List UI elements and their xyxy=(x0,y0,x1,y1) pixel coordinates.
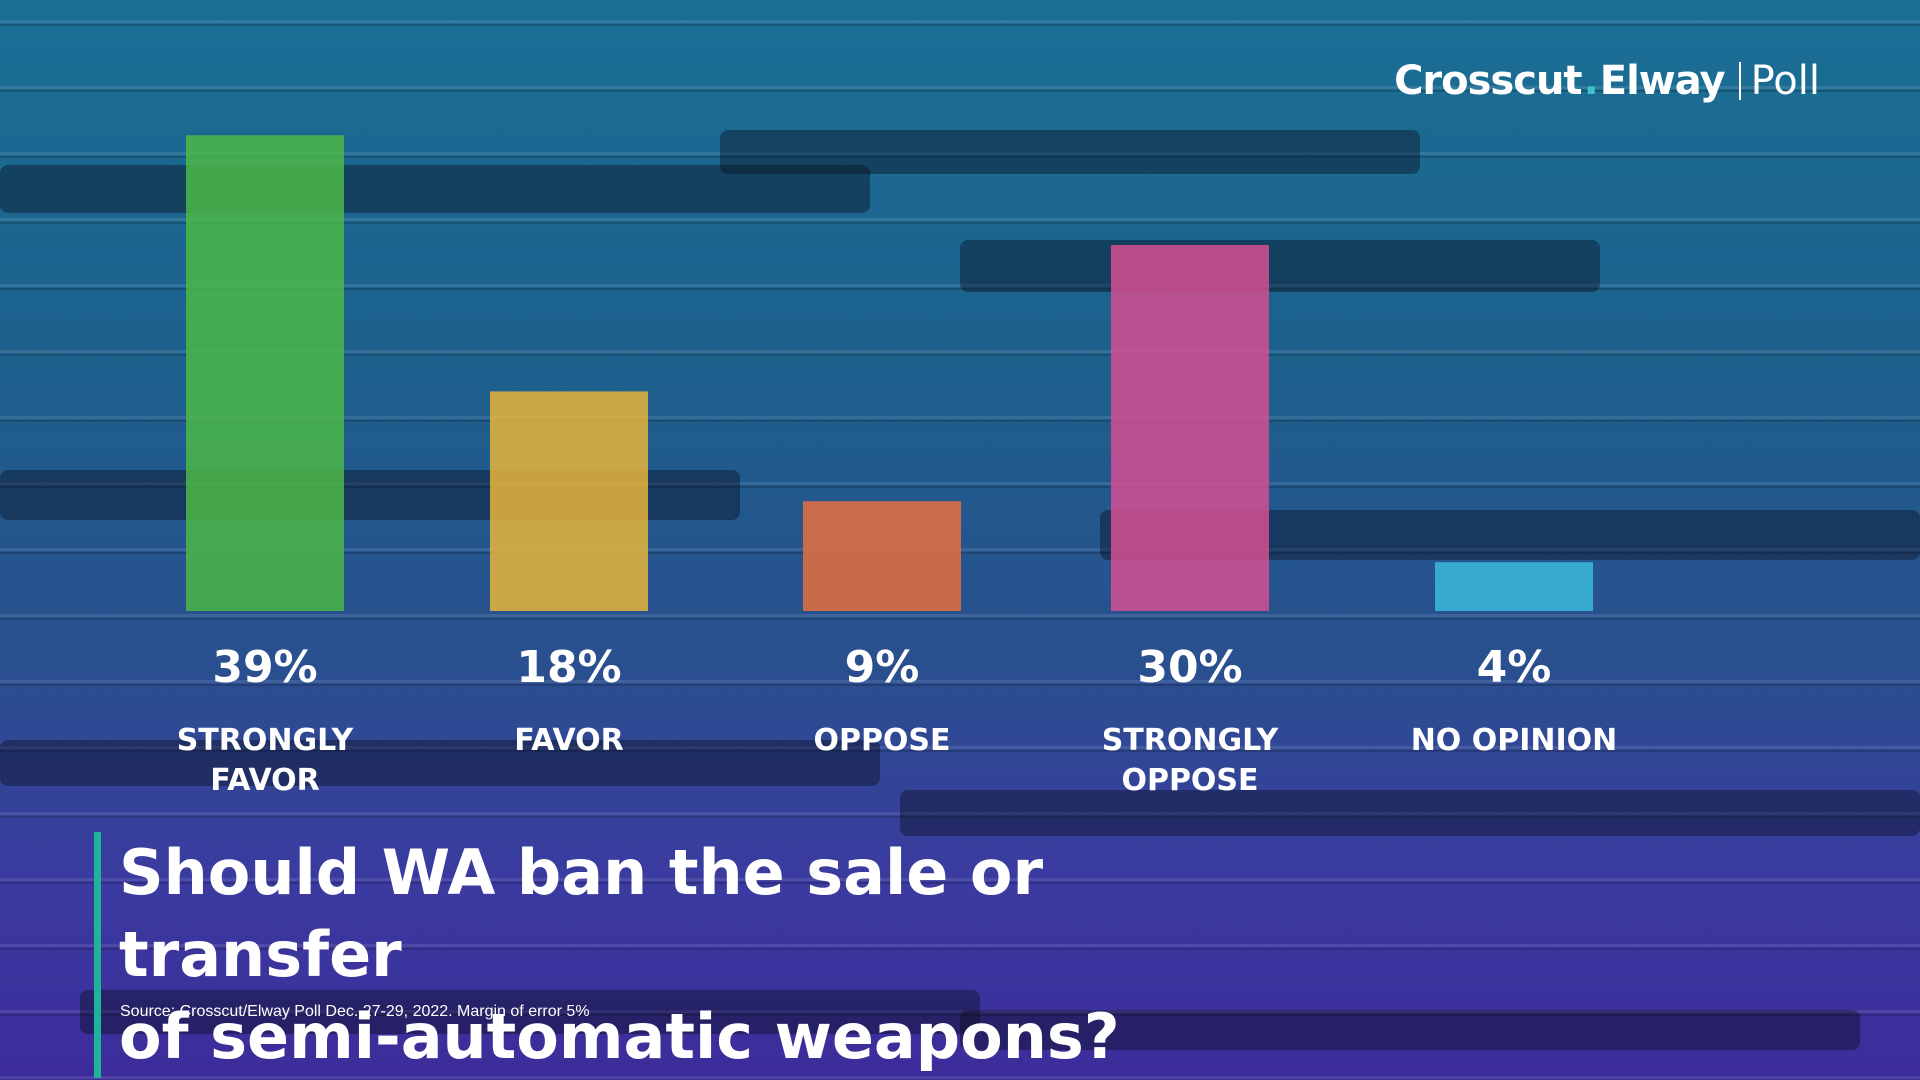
bar-0 xyxy=(186,135,344,611)
category-label-4-0: NO OPINION xyxy=(1411,723,1618,758)
question-line-2: of semi-automatic weapons? xyxy=(119,1000,1120,1073)
category-label-3-1: OPPOSE xyxy=(1121,763,1258,798)
source-note: Source: Crosscut/Elway Poll Dec. 27-29, … xyxy=(120,1003,590,1020)
question-line-1: Should WA ban the sale or transfer xyxy=(119,836,1044,991)
brand-separator xyxy=(1738,62,1741,100)
value-label-1: 18% xyxy=(516,642,621,693)
category-label-0-0: STRONGLY xyxy=(177,723,355,758)
category-label-1-0: FAVOR xyxy=(514,723,624,758)
bar-3 xyxy=(1111,245,1269,611)
bar-1 xyxy=(490,391,648,611)
brand-dot: . xyxy=(1583,58,1599,104)
category-label-0-1: FAVOR xyxy=(210,763,320,798)
value-label-2: 9% xyxy=(845,642,920,693)
brand-product: Poll xyxy=(1750,58,1820,104)
category-label-2-0: OPPOSE xyxy=(813,723,950,758)
value-label-4: 4% xyxy=(1477,642,1552,693)
brand-name-part1: Crosscut xyxy=(1394,58,1582,104)
brand-logo: Crosscut. Elway Poll xyxy=(1394,58,1820,104)
value-label-3: 30% xyxy=(1137,642,1242,693)
value-label-0: 39% xyxy=(212,642,317,693)
category-label-3-0: STRONGLY xyxy=(1102,723,1280,758)
question-block: Should WA ban the sale or transfer of se… xyxy=(94,832,1319,1078)
bar-2 xyxy=(803,501,961,611)
bar-4 xyxy=(1435,562,1593,611)
brand-name-part2: Elway xyxy=(1599,58,1726,104)
